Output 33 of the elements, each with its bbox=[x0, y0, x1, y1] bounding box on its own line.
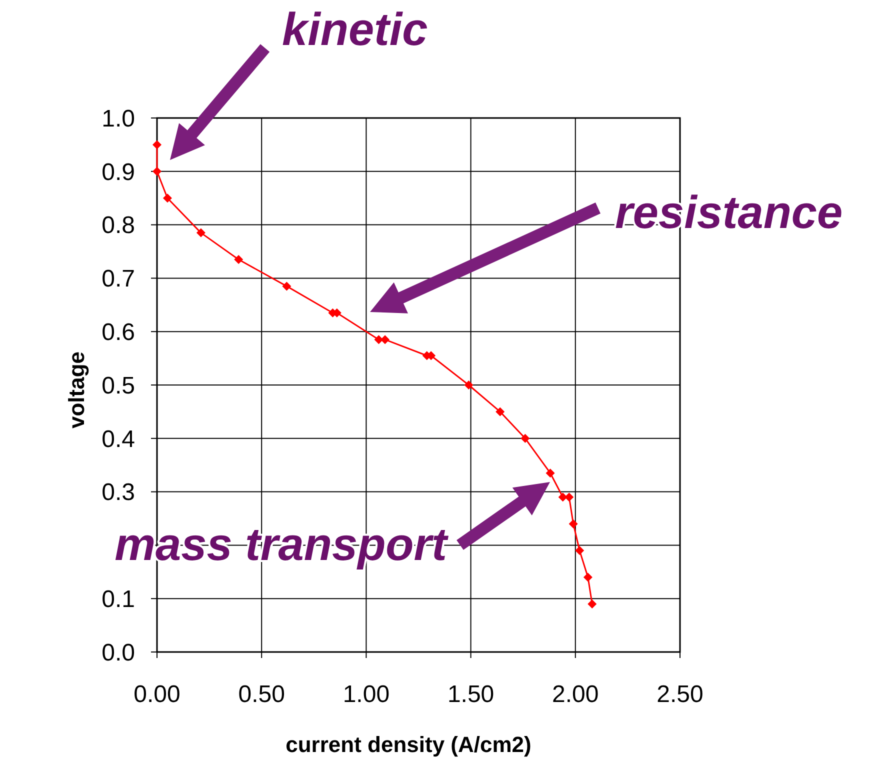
point bbox=[380, 335, 390, 344]
point bbox=[162, 194, 172, 203]
x-tick-label: 2.00 bbox=[552, 681, 599, 708]
y-tick-label: 0.3 bbox=[102, 479, 135, 506]
y-tick-label: 0.6 bbox=[102, 319, 135, 346]
y-tick-label: 0.9 bbox=[102, 158, 135, 186]
point bbox=[196, 228, 206, 238]
y-tick-label: 0.7 bbox=[102, 266, 135, 293]
point bbox=[568, 519, 578, 528]
x-tick-label: 1.00 bbox=[342, 681, 390, 708]
point bbox=[583, 572, 592, 582]
x-axis-title: current density (A/cm2) bbox=[286, 732, 532, 757]
y-tick-label: 0.4 bbox=[102, 426, 135, 453]
point bbox=[464, 380, 474, 390]
y-tick-label: 0.1 bbox=[102, 586, 135, 613]
x-tick-label: 0.00 bbox=[134, 681, 180, 708]
x-tick-label: 0.50 bbox=[238, 681, 285, 708]
point bbox=[575, 546, 584, 556]
x-tick-label: 2.50 bbox=[656, 681, 704, 708]
text: kinetic bbox=[282, 3, 428, 55]
point bbox=[546, 468, 555, 478]
point bbox=[520, 434, 530, 443]
y-tick-label: 0.5 bbox=[102, 372, 135, 400]
x-tick-label: 1.50 bbox=[447, 681, 494, 708]
point bbox=[588, 599, 597, 608]
y-tick-label: 1.0 bbox=[102, 105, 135, 132]
point bbox=[496, 407, 505, 416]
y-tick-label: 0.8 bbox=[102, 212, 135, 240]
point bbox=[152, 140, 162, 150]
y-axis-title: voltage bbox=[64, 351, 89, 429]
y-tick-label: 0.0 bbox=[102, 639, 135, 666]
point bbox=[234, 255, 244, 264]
point bbox=[282, 282, 292, 291]
